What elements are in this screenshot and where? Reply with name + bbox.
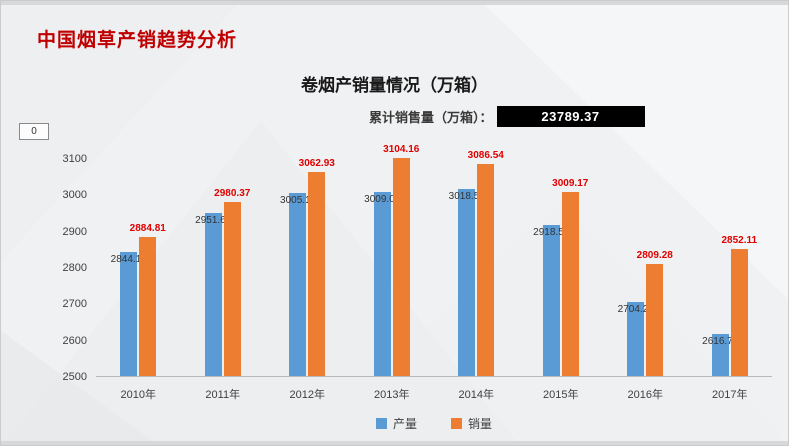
- legend-item-sales: 销量: [451, 415, 492, 432]
- stray-zero-box: 0: [19, 123, 49, 140]
- bar-sales: 2809.28: [637, 250, 673, 376]
- legend-swatch-production: [375, 418, 387, 429]
- data-label-production: 3009.04: [364, 193, 401, 205]
- data-label-sales: 3104.16: [383, 143, 420, 155]
- legend-item-production: 产量: [375, 415, 417, 432]
- cumulative-sales-row: 累计销售量（万箱）： 23789.37: [369, 106, 645, 127]
- bar-production: 3018.59: [449, 188, 485, 376]
- bar-group: 2704.23 2809.28: [603, 141, 688, 376]
- cumulative-sales-value: 23789.37: [496, 106, 645, 127]
- chart-title: 卷烟产销量情况（万箱）: [301, 76, 488, 95]
- bar-sales: 2980.37: [214, 188, 250, 376]
- data-label-sales: 2809.28: [636, 250, 673, 262]
- x-axis-label: 2016年: [627, 389, 663, 401]
- x-axis-label: 2014年: [458, 389, 494, 401]
- bar-production: 2704.23: [618, 302, 654, 376]
- y-axis-tick: 2700: [62, 298, 87, 311]
- y-axis-tick: 2900: [62, 225, 87, 238]
- bar-sales: 3062.93: [299, 158, 335, 376]
- data-label-sales: 2884.81: [129, 222, 166, 234]
- data-label-sales: 2852.11: [721, 234, 758, 246]
- x-axis-label: 2010年: [120, 389, 156, 401]
- data-label-production: 2844.13: [110, 253, 147, 265]
- top-edge-bar: [1, 1, 788, 5]
- y-axis-tick: 2800: [62, 262, 87, 275]
- data-label-production: 2951.66: [195, 214, 232, 226]
- x-axis-label: 2015年: [543, 389, 579, 401]
- bar-group: 2951.66 2980.37: [181, 141, 266, 376]
- legend-label: 销量: [468, 417, 493, 431]
- bar-sales: 3086.54: [468, 150, 504, 376]
- bottom-edge-bar: [1, 441, 788, 445]
- plot-area: 2844.13 2884.81 2951.66 2980.37 3005.11 3062.…: [96, 141, 772, 377]
- bar-group: 3005.11 3062.93: [265, 141, 350, 376]
- data-label-production: 3005.11: [280, 195, 316, 207]
- y-axis-tick: 2600: [62, 334, 87, 347]
- x-axis-label: 2011年: [205, 389, 241, 401]
- bar-sales: 3104.16: [383, 144, 419, 376]
- bar-production: 2616.70: [702, 333, 738, 376]
- y-axis-tick: 3000: [62, 189, 87, 202]
- data-label-production: 3018.59: [448, 190, 485, 202]
- y-axis-tick: 2500: [62, 371, 87, 383]
- bar-group: 3009.04 3104.16: [350, 141, 435, 376]
- bar-group: 3018.59 3086.54: [434, 141, 519, 376]
- legend-swatch-sales: [451, 418, 462, 429]
- bar-sales: 2884.81: [130, 223, 166, 376]
- bar-production: 3009.04: [364, 191, 400, 376]
- bar-sales: 3009.17: [552, 178, 588, 376]
- page-title: 中国烟草产销趋势分析: [37, 30, 238, 51]
- data-label-sales: 2980.37: [214, 188, 251, 200]
- y-axis: 2500 2600 2700 2800 2900 3000 3100: [1, 141, 87, 383]
- bar-group: 2844.13 2884.81: [96, 141, 181, 376]
- bar-group: 2616.70 2852.11: [688, 141, 773, 376]
- data-label-production: 2616.70: [702, 335, 739, 347]
- bar-production: 2918.52: [533, 224, 569, 376]
- x-axis-label: 2012年: [289, 389, 325, 401]
- bar-group: 2918.52 3009.17: [519, 141, 604, 376]
- legend-label: 产量: [392, 417, 417, 431]
- data-label-sales: 3009.17: [552, 177, 589, 189]
- x-axis-label: 2013年: [374, 389, 410, 401]
- chart-legend: 产量 销量: [96, 415, 772, 432]
- data-label-production: 2918.52: [533, 226, 570, 238]
- y-axis-tick: 3100: [62, 153, 87, 166]
- x-axis-label: 2017年: [712, 389, 748, 401]
- data-label-sales: 3086.54: [467, 149, 504, 161]
- bar-sales: 2852.11: [721, 235, 757, 376]
- data-label-production: 2704.23: [617, 304, 654, 316]
- data-label-sales: 3062.93: [298, 158, 335, 170]
- x-axis: 2010年 2011年 2012年 2013年 2014年 2015年 2016年 2017年: [96, 381, 772, 401]
- cumulative-sales-label: 累计销售量（万箱）：: [369, 110, 493, 125]
- bar-production: 2844.13: [111, 251, 147, 376]
- bar-production: 3005.11: [280, 193, 315, 376]
- bar-production: 2951.66: [195, 212, 231, 376]
